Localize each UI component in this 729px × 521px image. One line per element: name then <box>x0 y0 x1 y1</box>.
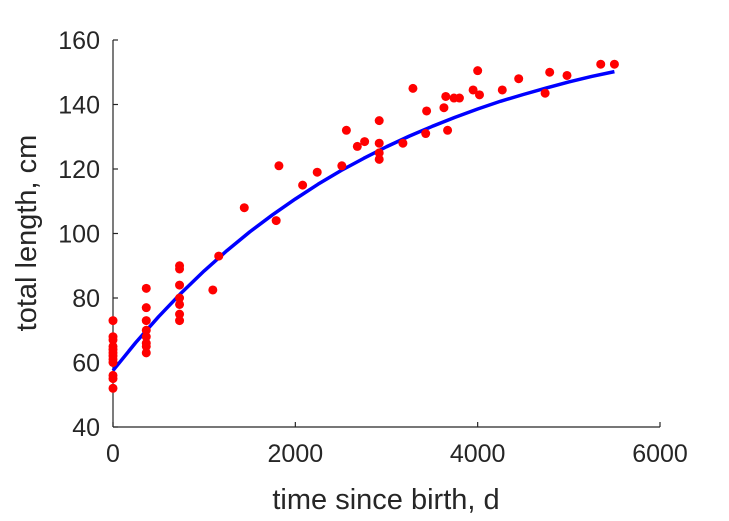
y-tick-label: 140 <box>58 92 100 120</box>
data-point <box>360 137 370 147</box>
data-point <box>421 129 431 139</box>
data-point <box>341 125 351 135</box>
data-point <box>439 103 449 113</box>
y-tick-label: 60 <box>72 350 100 378</box>
data-point <box>596 59 606 69</box>
y-tick-label: 120 <box>58 156 100 184</box>
data-point <box>422 106 432 116</box>
data-point <box>374 116 384 126</box>
y-tick-label: 100 <box>58 221 100 249</box>
data-point <box>312 167 322 177</box>
data-point <box>141 283 151 293</box>
data-point <box>141 325 151 335</box>
data-point <box>274 161 284 171</box>
data-point <box>374 138 384 148</box>
data-point <box>441 91 451 101</box>
data-point <box>175 309 185 319</box>
ticks: 0 2000 4000 6000 40 60 80 100 120 140 160 <box>58 27 688 468</box>
data-point <box>141 332 151 342</box>
data-point <box>271 216 281 226</box>
data-point <box>337 161 347 171</box>
data-point <box>108 316 118 326</box>
data-point <box>239 203 249 213</box>
y-tick-label: 40 <box>72 414 100 442</box>
data-point <box>175 293 185 303</box>
data-point <box>540 88 550 98</box>
data-point <box>497 85 507 95</box>
x-tick-label: 4000 <box>450 440 506 468</box>
data-point <box>108 341 118 351</box>
axes <box>112 40 660 428</box>
data-point <box>141 338 151 348</box>
data-point <box>468 85 478 95</box>
x-axis-title: time since birth, d <box>272 484 499 516</box>
data-point <box>108 370 118 380</box>
data-point <box>408 83 418 93</box>
data-point <box>175 280 185 290</box>
y-tick-label: 80 <box>72 285 100 313</box>
data-point <box>352 141 362 151</box>
data-point <box>208 285 218 295</box>
data-point <box>398 138 408 148</box>
data-point <box>443 125 453 135</box>
data-point <box>514 74 524 84</box>
data-point <box>175 261 185 271</box>
data-point <box>545 67 555 77</box>
data-point <box>175 316 185 326</box>
data-point <box>175 299 185 309</box>
data-points-layer <box>108 59 619 393</box>
data-point <box>214 251 224 261</box>
data-point <box>474 90 484 100</box>
data-point <box>141 316 151 326</box>
data-point <box>562 70 572 80</box>
data-point <box>374 148 384 158</box>
x-tick-label: 2000 <box>268 440 324 468</box>
data-point <box>454 93 464 103</box>
data-point <box>141 303 151 313</box>
fit-curve <box>111 69 615 372</box>
data-point <box>609 59 619 69</box>
y-tick-label: 160 <box>58 27 100 55</box>
data-point <box>298 180 308 190</box>
x-tick-label: 0 <box>106 440 120 468</box>
data-point <box>473 66 483 76</box>
y-axis-title: total length, cm <box>11 135 43 332</box>
data-point <box>141 348 151 358</box>
fit-curve-layer <box>111 69 615 372</box>
x-tick-label: 6000 <box>632 440 688 468</box>
data-point <box>108 383 118 393</box>
data-point <box>108 332 118 342</box>
data-point <box>374 154 384 164</box>
